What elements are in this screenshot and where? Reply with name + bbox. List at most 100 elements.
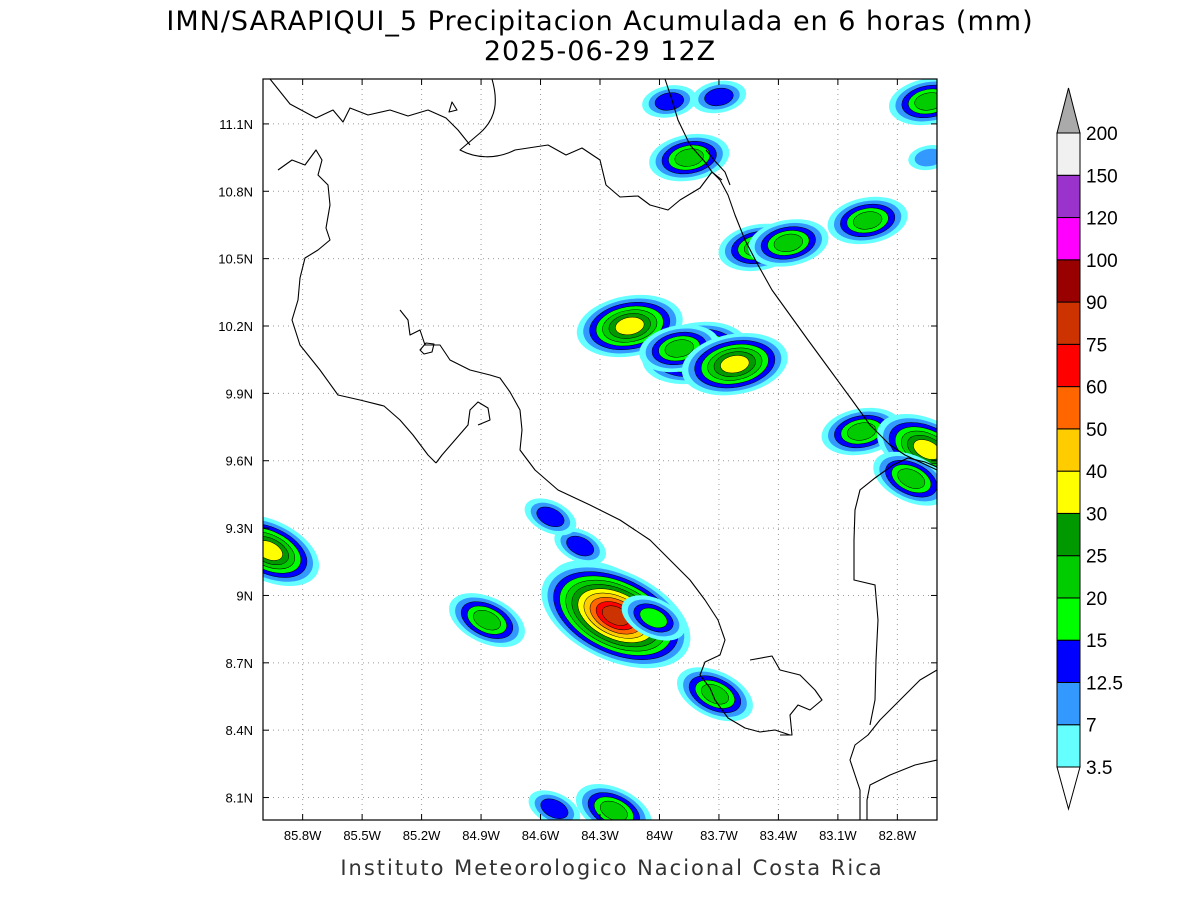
precip-cell [873,451,937,506]
precipitation-field [263,79,937,820]
map-area [262,78,938,821]
precip-contour-20 [853,211,883,230]
precip-contour-12.5 [566,535,595,557]
panama-pacific-coast [849,669,937,820]
precip-contour-12.5 [654,92,684,111]
colorbar-label: 40 [1086,462,1107,483]
colorbar-label: 120 [1086,209,1118,230]
colorbar-swatch [1056,724,1081,768]
colorbar-swatch [1056,428,1081,472]
lat-tick-label: 9.9N [226,386,253,401]
colorbar-label: 200 [1086,124,1118,145]
colorbar-swatch [1056,681,1081,726]
lat-tick-label: 9.3N [226,521,253,536]
precip-contour-20 [773,233,803,253]
golfo-dulce-coast [749,655,823,736]
precip-cell [642,85,697,118]
precip-cell [681,333,788,396]
colorbar-min-arrow [1056,766,1081,811]
precip-contour-12.5 [536,506,565,528]
colorbar-label: 30 [1086,504,1107,525]
colorbar-label: 75 [1086,335,1107,356]
lat-tick-label: 8.1N [226,791,253,806]
colorbar-label: 20 [1086,589,1107,610]
lon-tick-label: 85.8W [284,828,322,843]
colorbar-swatch [1056,217,1081,261]
longitude-labels: 85.8W 85.5W 85.2W 84.9W 84.6W 84.3W 84W 83.7W 83… [284,828,917,843]
colorbar-label: 3.5 [1086,758,1112,779]
colorbar-label: 12.5 [1086,673,1123,694]
precip-cell [748,219,829,267]
lat-tick-label: 8.4N [226,723,253,738]
precip-contour-30 [615,316,645,336]
colorbar-label: 50 [1086,420,1107,441]
precip-cell [908,145,937,171]
lon-tick-label: 83.4W [760,828,798,843]
precip-cell [575,784,652,820]
map-frame [262,78,938,821]
lon-tick-label: 83.7W [700,828,738,843]
lon-tick-label: 83.1W [819,828,857,843]
precip-cell [524,498,577,536]
precip-contour-12.5 [704,87,734,107]
precip-contour-20 [897,468,926,489]
colorbar-swatch [1056,259,1081,303]
colorbar-swatch [1056,555,1081,599]
lon-tick-label: 84.3W [581,828,619,843]
guanacaste-coast [277,149,437,464]
colorbar-swatch [1056,470,1081,514]
lat-tick-label: 8.7N [226,656,253,671]
colorbar-swatch [1056,639,1081,683]
lat-tick-label: 10.5N [218,252,253,267]
colorbar-label: 60 [1086,378,1107,399]
colorbar-label: 90 [1086,293,1107,314]
costa-rica-caribbean-coast [711,171,937,471]
map-datetime: 2025-06-29 12Z [484,36,716,67]
pacific-northwest-coast [269,79,471,146]
latitude-labels: 11.1N 10.8N 10.5N 10.2N 9.9N 9.6N 9.3N 9N 8.7N 8.… [218,117,253,806]
precip-cell [827,196,908,245]
precip-contour-20 [847,422,877,441]
colorbar-swatch [1056,343,1081,388]
precip-cell [888,79,937,126]
lon-tick-label: 85.2W [403,828,441,843]
colorbar-swatch [1056,174,1081,219]
nicaragua-caribbean-coast [459,79,713,211]
precip-cell [677,667,753,722]
precip-contour-20 [599,800,628,820]
colorbar-swatch [1056,301,1081,345]
colorbar-swatch [1056,512,1081,557]
costa-rica-panama-border [853,457,937,726]
precip-contour-30 [720,355,750,374]
lon-tick-label: 85.5W [343,828,381,843]
precip-cell [621,595,686,641]
precip-cell [649,133,730,182]
lon-tick-label: 84.6W [522,828,560,843]
colorbar-label: 15 [1086,631,1107,652]
colorbar-swatch [1056,597,1081,641]
lat-tick-label: 10.2N [218,319,253,334]
precip-contour-20 [473,609,501,631]
nicaragua-costa-rica-border [664,79,723,181]
lake-inlet [448,101,458,113]
lon-tick-label: 82.8W [879,828,917,843]
precip-contour-20 [701,684,729,705]
colorbar-label: 7 [1086,716,1097,737]
border-segment-east [705,149,731,186]
precip-cell [449,593,525,648]
coastlines-and-borders [269,79,937,820]
precip-cell [691,80,747,114]
precip-contour-30 [913,439,937,460]
lon-tick-label: 84W [646,828,673,843]
lon-tick-label: 84.9W [462,828,500,843]
nicoya-island [419,342,435,355]
precip-contour-30 [263,540,283,561]
precip-contour-7 [914,148,937,167]
precip-cell [528,790,581,820]
precip-contour-20 [914,92,937,111]
lat-tick-label: 9.6N [226,454,253,469]
precip-cell [554,527,606,565]
lat-tick-label: 10.8N [218,184,253,199]
precip-contour-12.5 [540,798,569,819]
